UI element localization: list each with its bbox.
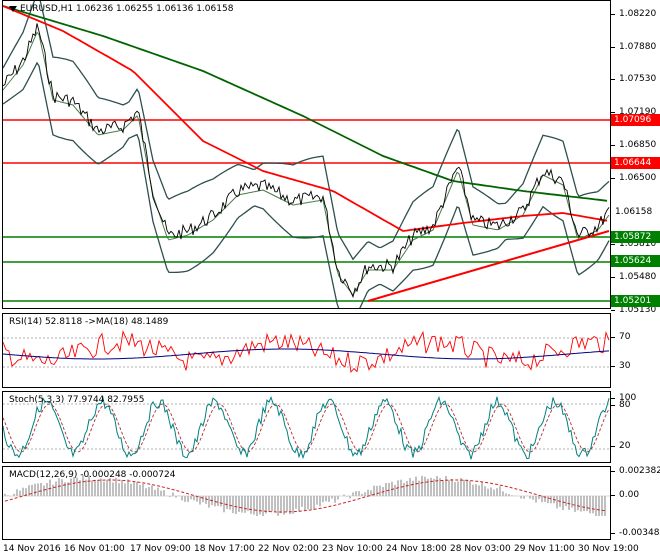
rsi-tick: 30 bbox=[610, 361, 631, 371]
time-label: 14 Nov 2016 bbox=[3, 544, 61, 554]
macd-tick: 0.002382 bbox=[611, 466, 660, 476]
dropdown-triangle-icon[interactable] bbox=[9, 5, 17, 12]
level-tag-support-3: 1.05201 bbox=[611, 295, 660, 307]
rsi-pane[interactable]: RSI(14) 52.8118 ->MA(18) 48.1489 bbox=[2, 313, 611, 388]
current-price-tag: 1.06158 bbox=[611, 205, 660, 217]
rsi-scale: 70 30 bbox=[610, 313, 660, 388]
price-tick: 1.07880 bbox=[610, 42, 657, 52]
macd-title: MACD(12,26,9) -0.000248 -0.000724 bbox=[9, 470, 176, 480]
stoch-pane[interactable]: Stoch(5,3,3) 77.9744 82.7955 bbox=[2, 391, 611, 463]
rsi-chart bbox=[3, 329, 610, 374]
price-tick: 1.08220 bbox=[610, 9, 657, 19]
rsi-ma-line bbox=[3, 348, 610, 360]
macd-chart bbox=[3, 475, 610, 516]
time-label: 17 Nov 09:00 bbox=[130, 544, 191, 554]
price-line bbox=[3, 23, 610, 299]
level-tag-support-1: 1.05872 bbox=[611, 231, 660, 243]
price-tick: 1.07530 bbox=[610, 74, 657, 84]
time-label: 29 Nov 11:00 bbox=[514, 544, 575, 554]
bollinger-upper-band bbox=[3, 1, 610, 261]
price-tick: 1.05130 bbox=[610, 305, 657, 315]
time-label: 16 Nov 01:00 bbox=[64, 544, 125, 554]
bollinger-lower-band bbox=[3, 61, 610, 308]
chart-title: EURUSD,H1 1.06236 1.06255 1.06136 1.0615… bbox=[9, 4, 233, 14]
price-chart bbox=[3, 1, 610, 308]
stoch-title: Stoch(5,3,3) 77.9744 82.7955 bbox=[9, 395, 145, 405]
stoch-scale: 100 80 20 bbox=[610, 391, 660, 463]
main-price-scale: 1.08220 1.07880 1.07530 1.07190 1.06850 … bbox=[610, 0, 660, 315]
time-label: 24 Nov 18:00 bbox=[386, 544, 447, 554]
level-tag-resistance-1: 1.07096 bbox=[611, 114, 660, 126]
macd-tick: 0.00 bbox=[610, 490, 640, 500]
medium-ma-red bbox=[3, 5, 608, 232]
main-chart-pane[interactable]: EURUSD,H1 1.06236 1.06255 1.06136 1.0615… bbox=[2, 0, 611, 309]
time-label: 22 Nov 02:00 bbox=[258, 544, 319, 554]
time-axis: 14 Nov 2016 16 Nov 01:00 17 Nov 09:00 18… bbox=[0, 540, 660, 560]
time-label: 23 Nov 10:00 bbox=[322, 544, 383, 554]
rsi-title: RSI(14) 52.8118 ->MA(18) 48.1489 bbox=[9, 317, 169, 327]
macd-pane[interactable]: MACD(12,26,9) -0.000248 -0.000724 bbox=[2, 466, 611, 540]
price-tick: 1.06850 bbox=[610, 140, 657, 150]
price-tick: 1.05810 bbox=[610, 239, 657, 249]
stoch-main-line bbox=[3, 395, 610, 460]
price-tick: 1.06500 bbox=[610, 173, 657, 183]
rsi-tick: 70 bbox=[610, 332, 631, 342]
stoch-tick: 80 bbox=[610, 400, 631, 410]
stoch-chart bbox=[3, 395, 610, 460]
time-label: 30 Nov 19:00 bbox=[578, 544, 639, 554]
stoch-signal-line bbox=[3, 403, 610, 453]
price-tick: 1.05480 bbox=[610, 272, 657, 282]
stoch-tick: 100 bbox=[610, 393, 637, 403]
level-tag-resistance-2: 1.06644 bbox=[611, 157, 660, 169]
level-tag-support-2: 1.05624 bbox=[611, 255, 660, 267]
macd-signal-line bbox=[4, 479, 606, 513]
trend-line bbox=[367, 230, 610, 302]
time-label: 18 Nov 17:00 bbox=[194, 544, 255, 554]
time-label: 28 Nov 03:00 bbox=[450, 544, 511, 554]
short-ma-line bbox=[3, 31, 610, 296]
rsi-line bbox=[3, 329, 610, 374]
price-tick: 1.07190 bbox=[610, 107, 657, 117]
long-ma-green bbox=[3, 5, 608, 202]
stoch-tick: 20 bbox=[610, 441, 631, 451]
chart-title-text: EURUSD,H1 1.06236 1.06255 1.06136 1.0615… bbox=[20, 4, 234, 14]
